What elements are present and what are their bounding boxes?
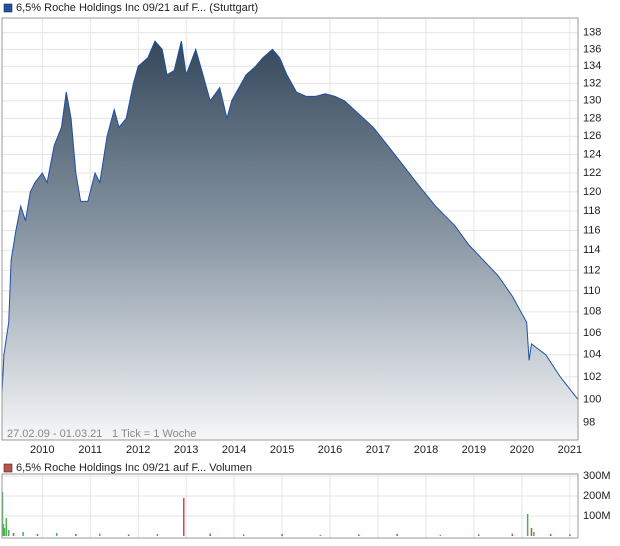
y-tick-label: 116 — [583, 224, 601, 236]
volume-bar — [36, 534, 39, 536]
volume-bar — [127, 534, 130, 536]
volume-bar — [477, 534, 480, 536]
volume-bar — [549, 534, 552, 536]
volume-bar — [281, 534, 283, 536]
area-fill — [2, 41, 578, 440]
x-tick-label: 2020 — [510, 444, 534, 456]
legend-swatch — [3, 3, 13, 13]
y-tick-label: 136 — [583, 43, 601, 55]
volume-bar — [2, 524, 5, 536]
volume-bar — [533, 532, 535, 536]
y-tick-label: 128 — [583, 112, 601, 124]
volume-bar — [439, 534, 442, 536]
volume-bar — [530, 528, 533, 536]
x-tick-label: 2016 — [318, 444, 342, 456]
x-tick-label: 2017 — [366, 444, 390, 456]
y-tick-label: 138 — [583, 27, 601, 39]
volume-bar — [242, 534, 245, 536]
x-tick-label: 2019 — [462, 444, 486, 456]
plot-frame — [1, 473, 579, 539]
y-tick-label: 114 — [583, 244, 601, 256]
y-tick-label: 100M — [583, 510, 611, 522]
y-tick-label: 200M — [583, 490, 611, 502]
volume-bar — [526, 514, 529, 536]
y-tick-label: 98 — [583, 416, 595, 428]
volume-bar — [22, 532, 24, 536]
y-tick-label: 120 — [583, 186, 601, 198]
x-tick-label: 2011 — [78, 444, 102, 456]
volume-bar — [396, 534, 398, 536]
y-tick-label: 108 — [583, 306, 601, 318]
y-tick-label: 118 — [583, 205, 601, 217]
plot-area — [2, 474, 578, 538]
volume-bar — [99, 533, 101, 536]
x-tick-label: 2010 — [30, 444, 54, 456]
legend-label: 6,5% Roche Holdings Inc 09/21 auf F... (… — [16, 2, 258, 14]
x-tick-label: 2018 — [414, 444, 438, 456]
volume-bar — [75, 534, 77, 536]
x-tick-label: 2014 — [222, 444, 246, 456]
y-tick-label: 134 — [583, 60, 601, 72]
y-tick-label: 110 — [583, 285, 601, 297]
y-tick-label: 132 — [583, 77, 601, 89]
y-tick-label: 102 — [583, 371, 601, 383]
volume-bar — [209, 533, 211, 536]
volume-bar — [569, 534, 571, 536]
y-tick-label: 104 — [583, 349, 601, 361]
legend-label: 6,5% Roche Holdings Inc 09/21 auf F... V… — [16, 462, 252, 474]
x-tick-label: 2015 — [270, 444, 294, 456]
y-tick-label: 100 — [583, 393, 601, 405]
y-tick-label: 112 — [583, 264, 601, 276]
volume-bar — [7, 530, 10, 536]
volume-bar — [156, 534, 159, 536]
tick-info: 1 Tick = 1 Woche — [112, 428, 196, 440]
legend-swatch — [3, 463, 13, 473]
volume-bar — [183, 498, 185, 536]
y-tick-label: 122 — [583, 167, 601, 179]
volume-bar — [511, 533, 514, 536]
volume-bar — [319, 534, 322, 536]
x-tick-label: 2013 — [174, 444, 198, 456]
range-label: 27.02.09 - 01.03.21 — [7, 428, 102, 440]
x-tick-label: 2021 — [558, 444, 582, 456]
volume-bar — [12, 533, 15, 536]
x-tick-label: 2012 — [126, 444, 150, 456]
volume-bar — [358, 534, 360, 536]
price-line — [1, 40, 579, 400]
y-tick-label: 124 — [583, 148, 601, 160]
volume-bar — [3, 528, 6, 536]
plot-frame — [1, 17, 579, 441]
y-tick-label: 130 — [583, 95, 601, 107]
y-tick-label: 106 — [583, 327, 601, 339]
y-tick-label: 126 — [583, 130, 601, 142]
y-tick-label: 300M — [583, 470, 611, 482]
volume-bar — [5, 518, 8, 536]
volume-bar — [55, 533, 58, 536]
